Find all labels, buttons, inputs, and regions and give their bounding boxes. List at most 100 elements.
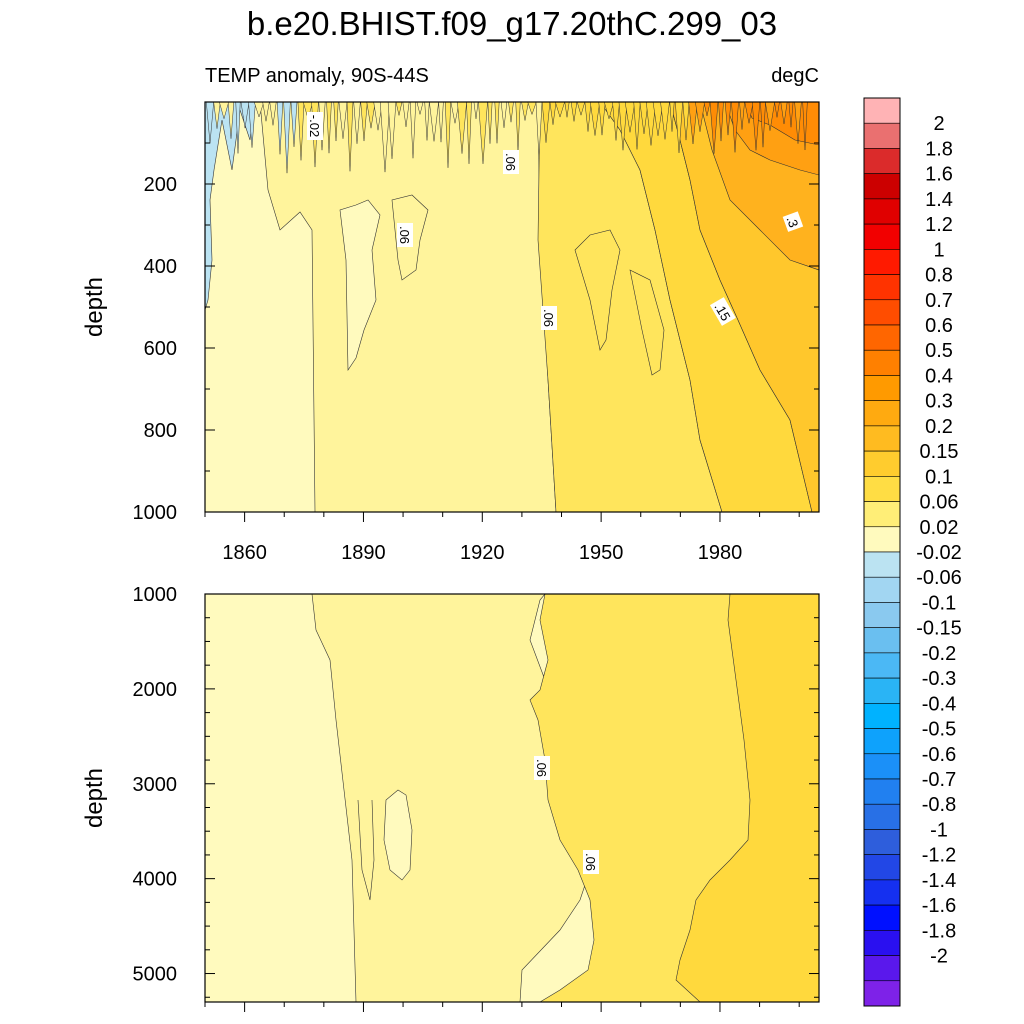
colorbar-label: -0.6 (922, 744, 956, 766)
surface-spike (276, 102, 284, 155)
surface-spike (402, 102, 410, 127)
surface-spike (424, 102, 430, 141)
colorbar-swatch (863, 526, 901, 553)
lower-panel-frame (204, 593, 820, 1003)
colorbar-swatch (863, 551, 901, 578)
y-tick-label: 800 (144, 420, 177, 442)
surface-spike (570, 102, 578, 122)
colorbar-swatch (863, 450, 901, 477)
upper-band-0-10-spike2 (629, 269, 665, 376)
y-tick-label: 1000 (133, 502, 178, 524)
colorbar-label: -0.5 (922, 719, 956, 741)
surface-spike (788, 102, 794, 128)
surface-spike (478, 102, 488, 164)
surface-spike (590, 102, 600, 136)
colorbar-label: 0.15 (920, 441, 959, 463)
surface-spike (695, 102, 705, 132)
colorbar-label: 0.8 (925, 265, 953, 287)
colorbar-label: 1.8 (925, 138, 953, 160)
surface-spike (326, 102, 332, 154)
surface-spike (535, 102, 543, 159)
surface-spike (774, 102, 780, 118)
lower-band-0-15 (675, 594, 819, 1002)
surface-spike (660, 102, 670, 140)
colorbar-swatch (863, 904, 901, 931)
colorbar-swatch (863, 349, 901, 376)
surface-spike (253, 102, 265, 118)
surface-spike (473, 102, 479, 119)
surface-spike (688, 102, 698, 145)
colorbar-label: -1.6 (922, 895, 956, 917)
colorbar-label: -1.2 (922, 845, 956, 867)
surface-spike (219, 102, 229, 120)
colorbar-label: 1 (933, 239, 944, 261)
y-tick-label: 200 (144, 174, 177, 196)
surface-spike (353, 102, 361, 144)
contour-label: .3 (784, 214, 802, 229)
surface-spike (360, 102, 368, 142)
surface-spike (227, 102, 235, 139)
surface-spike (338, 102, 348, 139)
lower-contour-line (357, 799, 375, 901)
surface-spike (450, 102, 460, 124)
colorbar-label: 0.7 (925, 290, 953, 312)
colorbar-label: -0.3 (922, 668, 956, 690)
surface-spike (395, 102, 403, 116)
colorbar-swatch (863, 97, 901, 124)
surface-spike (718, 102, 724, 142)
surface-spike (564, 102, 570, 118)
colorbar-swatch (863, 299, 901, 326)
y-tick-label: 400 (144, 256, 177, 278)
surface-spike (508, 102, 514, 123)
colorbar-label: -0.15 (916, 618, 962, 640)
colorbar-swatch (863, 980, 901, 1007)
surface-spike (724, 102, 732, 136)
surface-spike (487, 102, 493, 144)
colorbar-swatch (863, 627, 901, 654)
surface-spike (457, 102, 467, 154)
colorbar-label: 0.2 (925, 416, 953, 438)
surface-spike (444, 102, 452, 168)
lower-contour-labels: .06 .06 (534, 756, 599, 874)
colorbar-swatch (863, 223, 901, 250)
surface-spike (206, 102, 214, 144)
surface-spike (521, 102, 529, 121)
contour-label: .06 (397, 226, 412, 244)
contour-label: .06 (583, 853, 598, 871)
x-tick-label: 1950 (579, 542, 624, 564)
surface-spike (494, 102, 500, 144)
colorbar-swatch (863, 375, 901, 401)
x-tick-label: 1890 (341, 542, 386, 564)
axes: 1860 1890 1920 1950 1980 200 400 600 800 1000 dept… (81, 101, 819, 1012)
colorbar-label: -0.2 (922, 643, 956, 665)
surface-spike (429, 102, 439, 142)
colorbar-label: -0.02 (916, 542, 962, 564)
colorbar-label: -2 (930, 946, 948, 968)
surface-spike (604, 102, 614, 120)
surface-spike (639, 102, 649, 134)
colorbar-swatch (863, 249, 901, 275)
surface-spike (624, 102, 636, 133)
surface-spike (675, 102, 683, 153)
colorbar-swatch (863, 703, 901, 729)
surface-spike (527, 102, 537, 116)
surface-spike (248, 102, 256, 148)
chart-title: b.e20.BHIST.f09_g17.20thC.299_03 (247, 5, 777, 42)
colorbar-swatch (863, 324, 901, 351)
lower-band-0-06 (311, 594, 591, 1002)
colorbar-swatch (863, 728, 901, 755)
surface-spike (541, 102, 551, 143)
colorbar-swatch (863, 122, 901, 149)
colorbar-swatch (863, 274, 901, 301)
colorbar-swatch (863, 173, 901, 200)
y-tick-label: 600 (144, 338, 177, 360)
colorbar-label: -0.1 (922, 592, 956, 614)
colorbar-label: 0.1 (925, 466, 953, 488)
surface-spike (366, 102, 376, 129)
lower-contour-panel (205, 594, 819, 1002)
chart-subtitle-left: TEMP anomaly, 90S-44S (205, 65, 429, 87)
y-axis-label: depth (81, 768, 108, 828)
surface-spike (302, 102, 314, 120)
surface-spike (379, 102, 391, 173)
colorbar-label: 0.3 (925, 391, 953, 413)
